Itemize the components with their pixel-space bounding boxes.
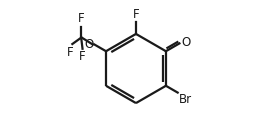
Text: F: F (79, 50, 86, 63)
Text: F: F (78, 12, 85, 25)
Text: O: O (181, 36, 190, 49)
Text: F: F (67, 46, 74, 59)
Text: F: F (133, 8, 139, 21)
Text: Br: Br (179, 93, 192, 106)
Text: O: O (84, 38, 94, 51)
